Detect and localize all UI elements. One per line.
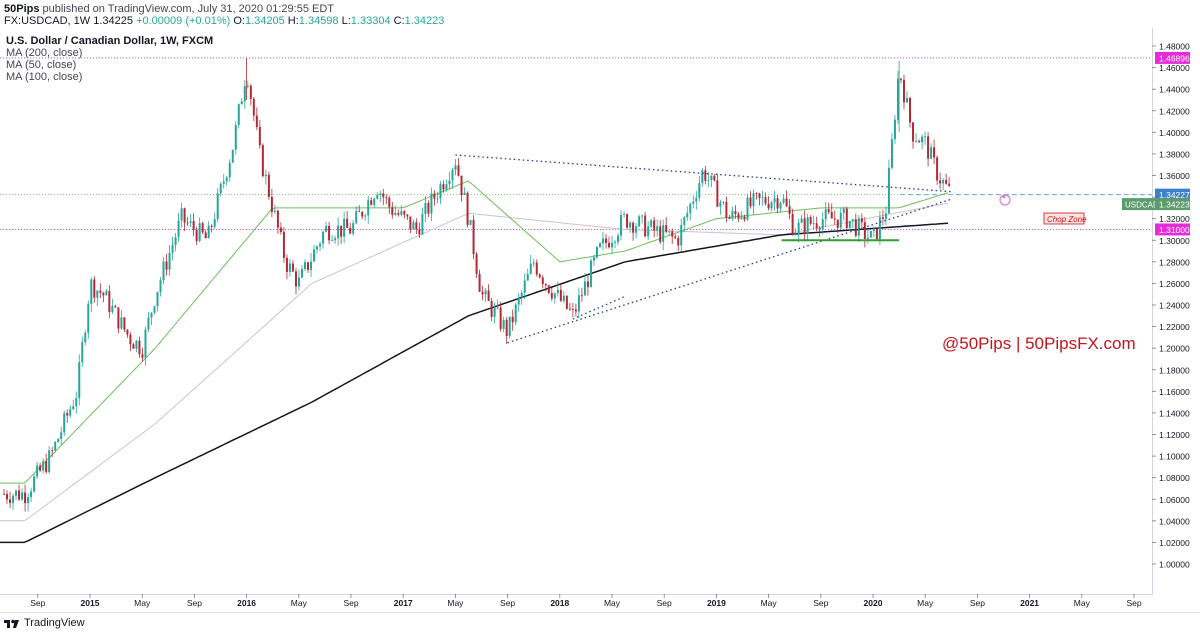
x-tick-label: 2015 — [81, 598, 100, 608]
y-tick-label: 1.06000 — [1159, 495, 1190, 505]
tag-high: 1.46896 — [1159, 53, 1190, 63]
legend-ma200[interactable]: MA (200, close) — [6, 47, 83, 59]
x-tick-label: 2016 — [237, 598, 256, 608]
y-tick-label: 1.40000 — [1159, 128, 1190, 138]
x-tick-label: May — [917, 598, 934, 608]
ohlc-line: FX:USDCAD, 1W 1.34225 +0.00009 (+0.01%) … — [4, 15, 444, 27]
high-label: H: — [287, 15, 299, 27]
legend-ma100[interactable]: MA (100, close) — [6, 71, 83, 83]
y-tick-label: 1.34000 — [1159, 193, 1190, 203]
tradingview-logo[interactable]: TradingView — [4, 617, 85, 629]
x-tick-label: 2021 — [1020, 598, 1039, 608]
y-tick-label: 1.14000 — [1159, 408, 1190, 418]
symbol-label: FX:USDCAD, 1W — [4, 15, 91, 27]
x-tick-label: May — [761, 598, 778, 608]
low-value: 1.33304 — [350, 15, 391, 27]
x-tick-label: Sep — [970, 598, 985, 608]
high-value: 1.34598 — [298, 15, 339, 27]
x-tick-label: Sep — [187, 598, 202, 608]
tag-lower-line-bg — [1155, 223, 1190, 236]
price-change: +0.00009 (+0.01%) — [136, 15, 231, 27]
chart-area[interactable] — [0, 28, 1153, 595]
tag-high-bg — [1155, 51, 1190, 64]
x-tick-label: May — [447, 598, 464, 608]
tag-upper-line: 1.34227 — [1159, 190, 1190, 200]
y-tick-label: 1.48000 — [1159, 42, 1190, 52]
tag-current-bg — [1155, 198, 1190, 211]
open-label: O: — [233, 15, 245, 27]
y-tick-label: 1.18000 — [1159, 365, 1190, 375]
tag-current: 1.34223 — [1159, 200, 1190, 210]
published-text: published on TradingView.com, July 31, 2… — [42, 3, 335, 15]
close-value: 1.34223 — [404, 15, 445, 27]
x-tick-label: May — [604, 598, 621, 608]
y-tick-label: 1.20000 — [1159, 344, 1190, 354]
x-tick-label: Sep — [1126, 598, 1141, 608]
open-value: 1.34205 — [244, 15, 285, 27]
y-tick-label: 1.26000 — [1159, 279, 1190, 289]
x-tick-label: May — [134, 598, 151, 608]
y-tick-label: 1.16000 — [1159, 387, 1190, 397]
x-tick-label: Sep — [657, 598, 672, 608]
x-tick-label: 2020 — [864, 598, 883, 608]
x-tick-label: 2018 — [550, 598, 569, 608]
y-tick-label: 1.02000 — [1159, 538, 1190, 548]
y-tick-label: 1.24000 — [1159, 301, 1190, 311]
x-tick-label: Sep — [500, 598, 515, 608]
y-tick-label: 1.00000 — [1159, 560, 1190, 570]
y-tick-label: 1.28000 — [1159, 257, 1190, 267]
y-tick-label: 1.30000 — [1159, 236, 1190, 246]
low-label: L: — [341, 15, 351, 27]
chart-title: U.S. Dollar / Canadian Dollar, 1W, FXCM — [6, 35, 214, 47]
tag-upper-line-bg — [1155, 188, 1190, 201]
y-tick-label: 1.12000 — [1159, 430, 1190, 440]
tradingview-brand: TradingView — [24, 617, 85, 629]
y-tick-label: 1.42000 — [1159, 106, 1190, 116]
y-tick-label: 1.08000 — [1159, 473, 1190, 483]
legend-ma50[interactable]: MA (50, close) — [6, 59, 77, 71]
y-tick-label: 1.22000 — [1159, 322, 1190, 332]
x-tick-label: Sep — [813, 598, 828, 608]
publisher-name[interactable]: 50Pips — [4, 3, 40, 15]
y-tick-label: 1.44000 — [1159, 85, 1190, 95]
x-tick-label: 2017 — [394, 598, 413, 608]
x-tick-label: Sep — [30, 598, 45, 608]
tag-lower-line: 1.31000 — [1159, 225, 1190, 235]
y-tick-label: 1.32000 — [1159, 214, 1190, 224]
footer-bar: TradingView — [0, 612, 1200, 636]
header-bar: 50Pips published on TradingView.com, Jul… — [0, 0, 1200, 28]
close-label: C: — [393, 15, 405, 27]
tradingview-icon — [4, 619, 19, 628]
x-tick-label: May — [1074, 598, 1091, 608]
y-tick-label: 1.38000 — [1159, 149, 1190, 159]
y-tick-label: 1.36000 — [1159, 171, 1190, 181]
last-price: 1.34225 — [93, 15, 134, 27]
x-tick-label: Sep — [343, 598, 358, 608]
y-tick-label: 1.04000 — [1159, 516, 1190, 526]
y-tick-label: 1.46000 — [1159, 63, 1190, 73]
x-tick-label: May — [291, 598, 308, 608]
published-line: 50Pips published on TradingView.com, Jul… — [4, 3, 334, 15]
y-tick-label: 1.10000 — [1159, 452, 1190, 462]
x-tick-label: 2019 — [707, 598, 726, 608]
